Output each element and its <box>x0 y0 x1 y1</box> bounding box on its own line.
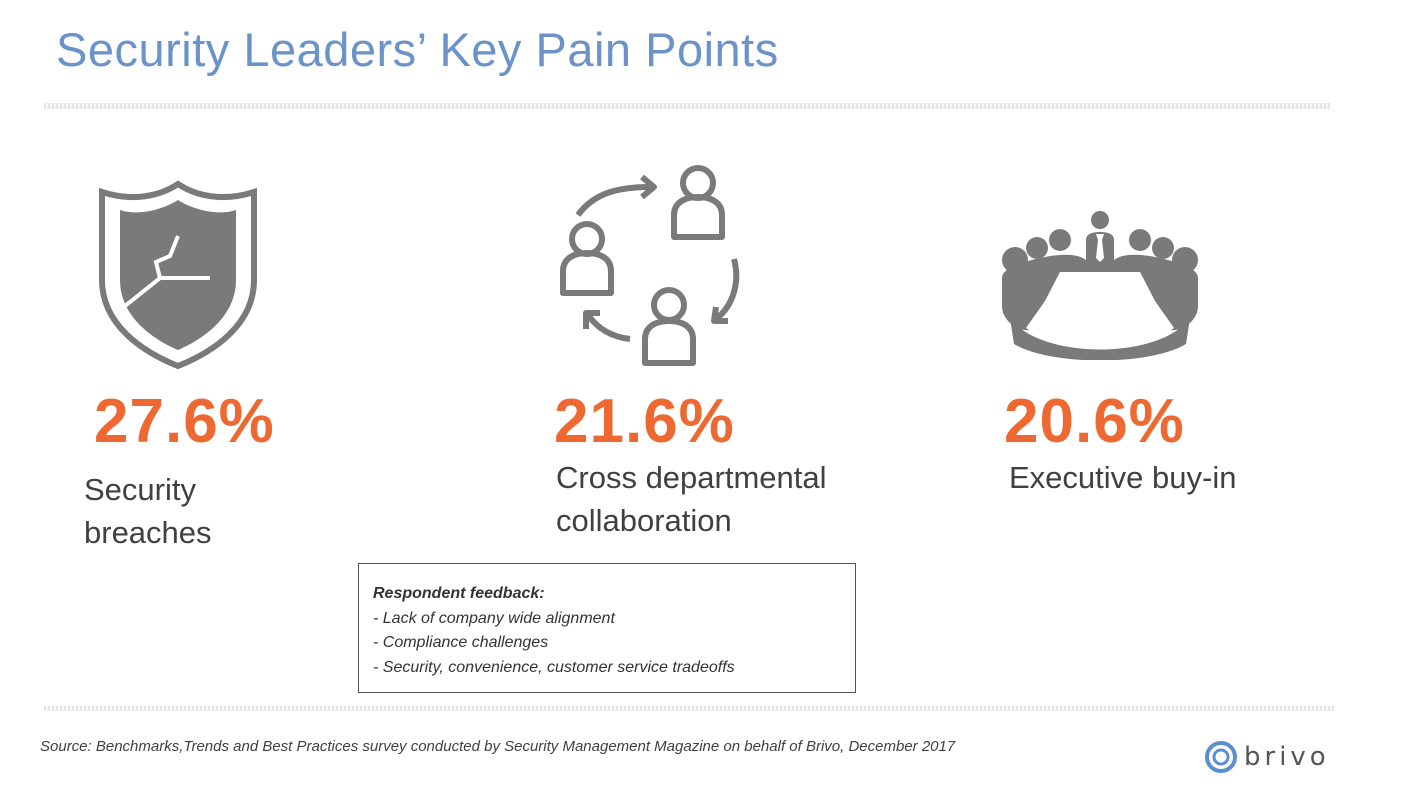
stat-value-security-breaches: 27.6% <box>94 387 275 456</box>
feedback-item: - Lack of company wide alignment <box>373 609 615 627</box>
label-line: breaches <box>84 515 212 550</box>
source-citation: Source: Benchmarks,Trends and Best Pract… <box>40 738 956 755</box>
label-line: collaboration <box>556 503 732 538</box>
respondent-feedback-box: Respondent feedback: - Lack of company w… <box>358 563 856 693</box>
title-divider <box>44 103 1330 109</box>
footer-divider <box>44 706 1334 711</box>
feedback-item: - Compliance challenges <box>373 634 549 651</box>
stat-value-cross-departmental: 21.6% <box>554 387 735 456</box>
brivo-logo: brivo <box>1204 740 1330 774</box>
label-line: Cross departmental <box>556 460 827 495</box>
stat-label-security-breaches: Security breaches <box>84 468 212 554</box>
feedback-item: - Security, convenience, customer servic… <box>373 658 735 676</box>
page-title: Security Leaders’ Key Pain Points <box>56 23 779 76</box>
label-line: Security <box>84 472 196 507</box>
brivo-logo-text: brivo <box>1244 742 1330 772</box>
feedback-title: Respondent feedback: <box>373 585 545 602</box>
stat-label-cross-departmental: Cross departmental collaboration <box>556 456 827 542</box>
stat-value-executive-buy-in: 20.6% <box>1004 387 1185 456</box>
stat-label-executive-buy-in: Executive buy-in <box>1009 456 1236 499</box>
boardroom-meeting-icon <box>1002 211 1198 360</box>
collaboration-cycle-icon <box>560 165 740 366</box>
brivo-logo-icon <box>1205 741 1237 773</box>
broken-shield-icon <box>99 180 257 370</box>
label-line: Executive buy-in <box>1009 460 1237 495</box>
